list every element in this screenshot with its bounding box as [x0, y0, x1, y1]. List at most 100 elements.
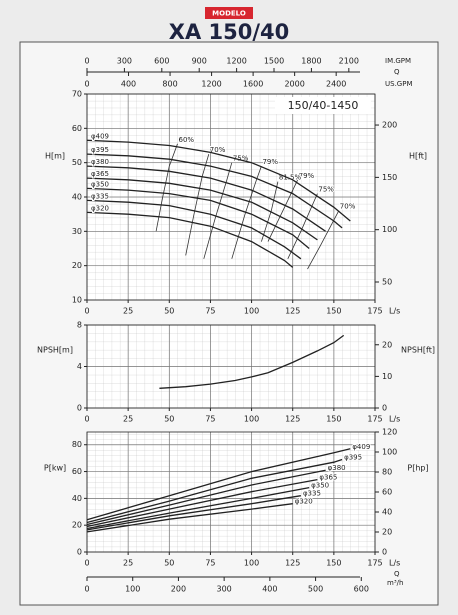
x-tick-label: 0 — [84, 415, 89, 424]
bottom-axis-tick-label: 200 — [171, 585, 186, 594]
y-axis-label: P[kw] — [44, 464, 66, 473]
top-axis-tick-label: 1800 — [301, 57, 321, 66]
curve-label: φ365 — [319, 474, 337, 482]
y2-tick-label: 200 — [382, 121, 397, 130]
badge — [205, 7, 253, 19]
top-axis-name: US.GPM — [385, 80, 412, 88]
curve-label: φ395 — [91, 146, 109, 154]
curve-label: φ335 — [303, 490, 321, 498]
curve-label: φ409 — [91, 132, 109, 140]
x-tick-label: 50 — [164, 415, 174, 424]
efficiency-label: 75% — [233, 155, 249, 163]
curve — [86, 187, 310, 250]
y-tick-label: 20 — [72, 521, 82, 530]
curve — [86, 458, 343, 524]
x-tick-label: 75 — [205, 415, 215, 424]
x-tick-label: 25 — [123, 559, 133, 568]
efficiency-label: 70% — [340, 203, 356, 211]
y-axis-label: H[m] — [45, 151, 65, 160]
curve-label: φ335 — [91, 192, 109, 200]
y-tick-label: 0 — [77, 548, 82, 557]
x-tick-label: 0 — [84, 559, 89, 568]
x-tick-label: 75 — [205, 307, 215, 316]
y-tick-label: 50 — [72, 158, 82, 167]
y2-tick-label: 10 — [382, 372, 392, 381]
efficiency-label: 60% — [179, 136, 195, 144]
curve — [86, 469, 326, 526]
quantity-label: Q — [394, 570, 400, 578]
curve-label: φ365 — [91, 170, 109, 178]
top-axis-tick-label: 0 — [84, 57, 89, 66]
y-tick-label: 60 — [72, 467, 82, 476]
curve — [86, 211, 294, 268]
y-tick-label: 40 — [72, 494, 82, 503]
y-tick-label: 8 — [77, 321, 82, 330]
y2-tick-label: 100 — [382, 225, 397, 234]
curve-label: φ380 — [328, 464, 346, 472]
top-axis-tick-label: 300 — [117, 57, 132, 66]
x-tick-label: 125 — [285, 307, 300, 316]
efficiency-label: 79% — [299, 172, 315, 180]
x-tick-label: 100 — [244, 307, 259, 316]
bottom-axis-tick-label: 100 — [125, 585, 140, 594]
curve-label: φ350 — [91, 180, 109, 188]
curve — [86, 495, 302, 531]
y2-tick-label: 0 — [382, 548, 387, 557]
x-tick-label: 175 — [367, 559, 382, 568]
bottom-axis-tick-label: 600 — [354, 585, 369, 594]
efficiency-label: 70% — [210, 146, 226, 154]
quantity-label: Q — [394, 68, 400, 76]
efficiency-label: 79% — [262, 158, 278, 166]
curve — [86, 139, 351, 222]
y-tick-label: 4 — [77, 362, 82, 371]
y2-tick-label: 40 — [382, 508, 392, 517]
y2-tick-label: 150 — [382, 173, 397, 182]
x-axis-label: L/s — [389, 559, 400, 568]
annotation: 150/40-1450 — [288, 99, 359, 112]
efficiency-label: 75% — [318, 186, 334, 194]
x-axis-label: L/s — [389, 415, 400, 424]
efficiency-line — [155, 143, 178, 232]
y-tick-label: 20 — [72, 261, 82, 270]
y2-tick-label: 100 — [382, 448, 397, 457]
top-axis-tick-label: 600 — [154, 57, 169, 66]
plot-frame — [86, 431, 376, 553]
x-tick-label: 25 — [123, 415, 133, 424]
bottom-axis-name: m³/h — [387, 579, 403, 587]
top-axis-tick-label: 0 — [84, 80, 89, 89]
top-axis-tick-label: 2100 — [339, 57, 359, 66]
x-tick-label: 125 — [285, 559, 300, 568]
y2-tick-label: 20 — [382, 528, 392, 537]
top-axis-tick-label: 2000 — [284, 80, 304, 89]
x-tick-label: 0 — [84, 307, 89, 316]
x-tick-label: 100 — [244, 415, 259, 424]
efficiency-label: 81.5% — [279, 174, 302, 182]
bottom-axis-tick-label: 300 — [217, 585, 232, 594]
y-tick-label: 70 — [72, 90, 82, 99]
bottom-axis-tick-label: 500 — [308, 585, 323, 594]
curve — [159, 334, 345, 389]
x-tick-label: 25 — [123, 307, 133, 316]
y-tick-label: 30 — [72, 227, 82, 236]
page-title: XA 150/40 — [169, 20, 289, 44]
top-axis-tick-label: 400 — [121, 80, 136, 89]
y2-tick-label: 60 — [382, 488, 392, 497]
x-tick-label: 100 — [244, 559, 259, 568]
bottom-axis-tick-label: 400 — [262, 585, 277, 594]
y2-axis-label: NPSH[ft] — [401, 345, 435, 354]
badge-text: MODELO — [212, 10, 246, 18]
top-axis-tick-label: 900 — [192, 57, 207, 66]
y-axis-label: NPSH[m] — [37, 345, 73, 354]
efficiency-line — [261, 181, 279, 242]
curve-label: φ320 — [295, 498, 313, 506]
curve — [86, 448, 351, 521]
y2-axis-label: H[ft] — [409, 151, 427, 160]
top-axis-tick-label: 1500 — [264, 57, 284, 66]
curve — [86, 486, 310, 530]
curve — [86, 177, 318, 241]
top-axis-tick-label: 800 — [162, 80, 177, 89]
x-tick-label: 150 — [326, 415, 341, 424]
curve — [86, 478, 318, 528]
y-tick-label: 0 — [77, 404, 82, 413]
